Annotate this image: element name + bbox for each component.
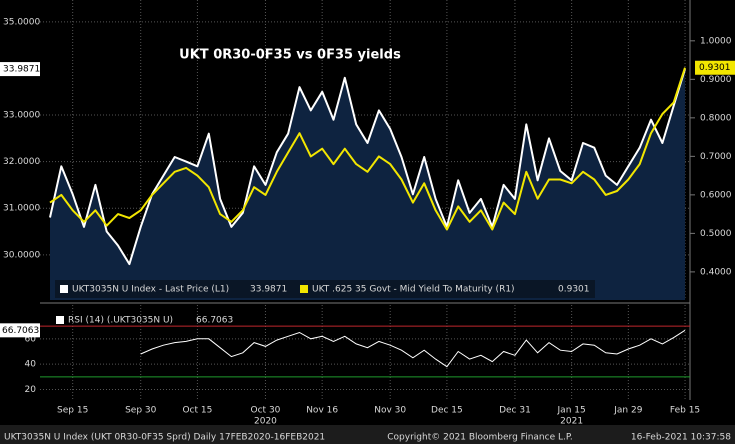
y-tick-label: 40	[25, 360, 37, 370]
x-year-label: 2021	[560, 417, 583, 427]
y-tick-label: 30.0000	[3, 250, 40, 260]
x-tick-label: Feb 15	[670, 406, 700, 416]
series-line	[49, 67, 686, 231]
y-tick-label: 33.0000	[3, 111, 40, 121]
legend-value: 0.9301	[558, 285, 590, 295]
y-tick-label: 35.0000	[3, 17, 40, 27]
footer-copyright: Copyright© 2021 Bloomberg Finance L.P.	[387, 433, 572, 443]
legend-swatch	[56, 316, 64, 324]
last-value-box	[0, 323, 40, 338]
y2-tick-label: 0.8000	[700, 113, 732, 123]
series-line	[49, 68, 686, 266]
y2-tick-label: 0.7000	[700, 152, 732, 162]
x-tick-label: Sep 30	[125, 406, 157, 416]
legend-label: UKT3035N U Index - Last Price (L1)	[72, 285, 229, 295]
y-tick-label: 32.0000	[3, 157, 40, 167]
y2-tick-label: 0.9000	[700, 75, 732, 85]
legend-swatch	[60, 285, 68, 293]
y2-tick-label: 0.4000	[700, 267, 732, 277]
legend-label: UKT .625 35 Govt - Mid Yield To Maturity…	[312, 285, 515, 295]
x-tick-label: Oct 30	[251, 406, 281, 416]
legend-swatch	[300, 285, 308, 293]
y2-tick-label: 0.5000	[700, 229, 732, 239]
footer-left: UKT3035N U Index (UKT 0R30-0F35 Sprd) Da…	[4, 433, 325, 443]
y2-tick-label: 1.0000	[700, 36, 732, 46]
footer-bar	[0, 425, 735, 444]
last-value-box	[0, 62, 40, 77]
y-tick-label: 60	[25, 334, 37, 344]
legend-label: RSI (14) (.UKT3035N U)	[68, 316, 173, 326]
x-tick-label: Dec 31	[499, 406, 531, 416]
x-tick-label: Nov 30	[374, 406, 406, 416]
x-tick-label: Jan 15	[557, 406, 586, 416]
legend-value: 33.9871	[250, 285, 287, 295]
legend-value: 66.7063	[196, 316, 233, 326]
last-value-label: 33.9871	[3, 65, 40, 75]
x-tick-label: Jan 29	[613, 406, 642, 416]
last-value-label: 0.9301	[699, 63, 731, 73]
last-value-box	[695, 60, 735, 75]
y-tick-label: 20	[25, 385, 37, 395]
x-tick-label: Oct 15	[182, 406, 212, 416]
footer-timestamp: 16-Feb-2021 10:37:58	[631, 433, 731, 443]
last-value-label: 66.7063	[2, 326, 39, 336]
legend-box	[55, 280, 595, 298]
y2-tick-label: 0.6000	[700, 190, 732, 200]
x-tick-label: Sep 15	[57, 406, 88, 416]
x-year-label: 2020	[254, 417, 277, 427]
x-tick-label: Nov 16	[306, 406, 338, 416]
rsi-line	[140, 329, 686, 368]
x-tick-label: Dec 15	[431, 406, 463, 416]
y-tick-label: 31.0000	[3, 204, 40, 214]
chart-title: UKT 0R30-0F35 vs 0F35 yields	[179, 48, 401, 63]
